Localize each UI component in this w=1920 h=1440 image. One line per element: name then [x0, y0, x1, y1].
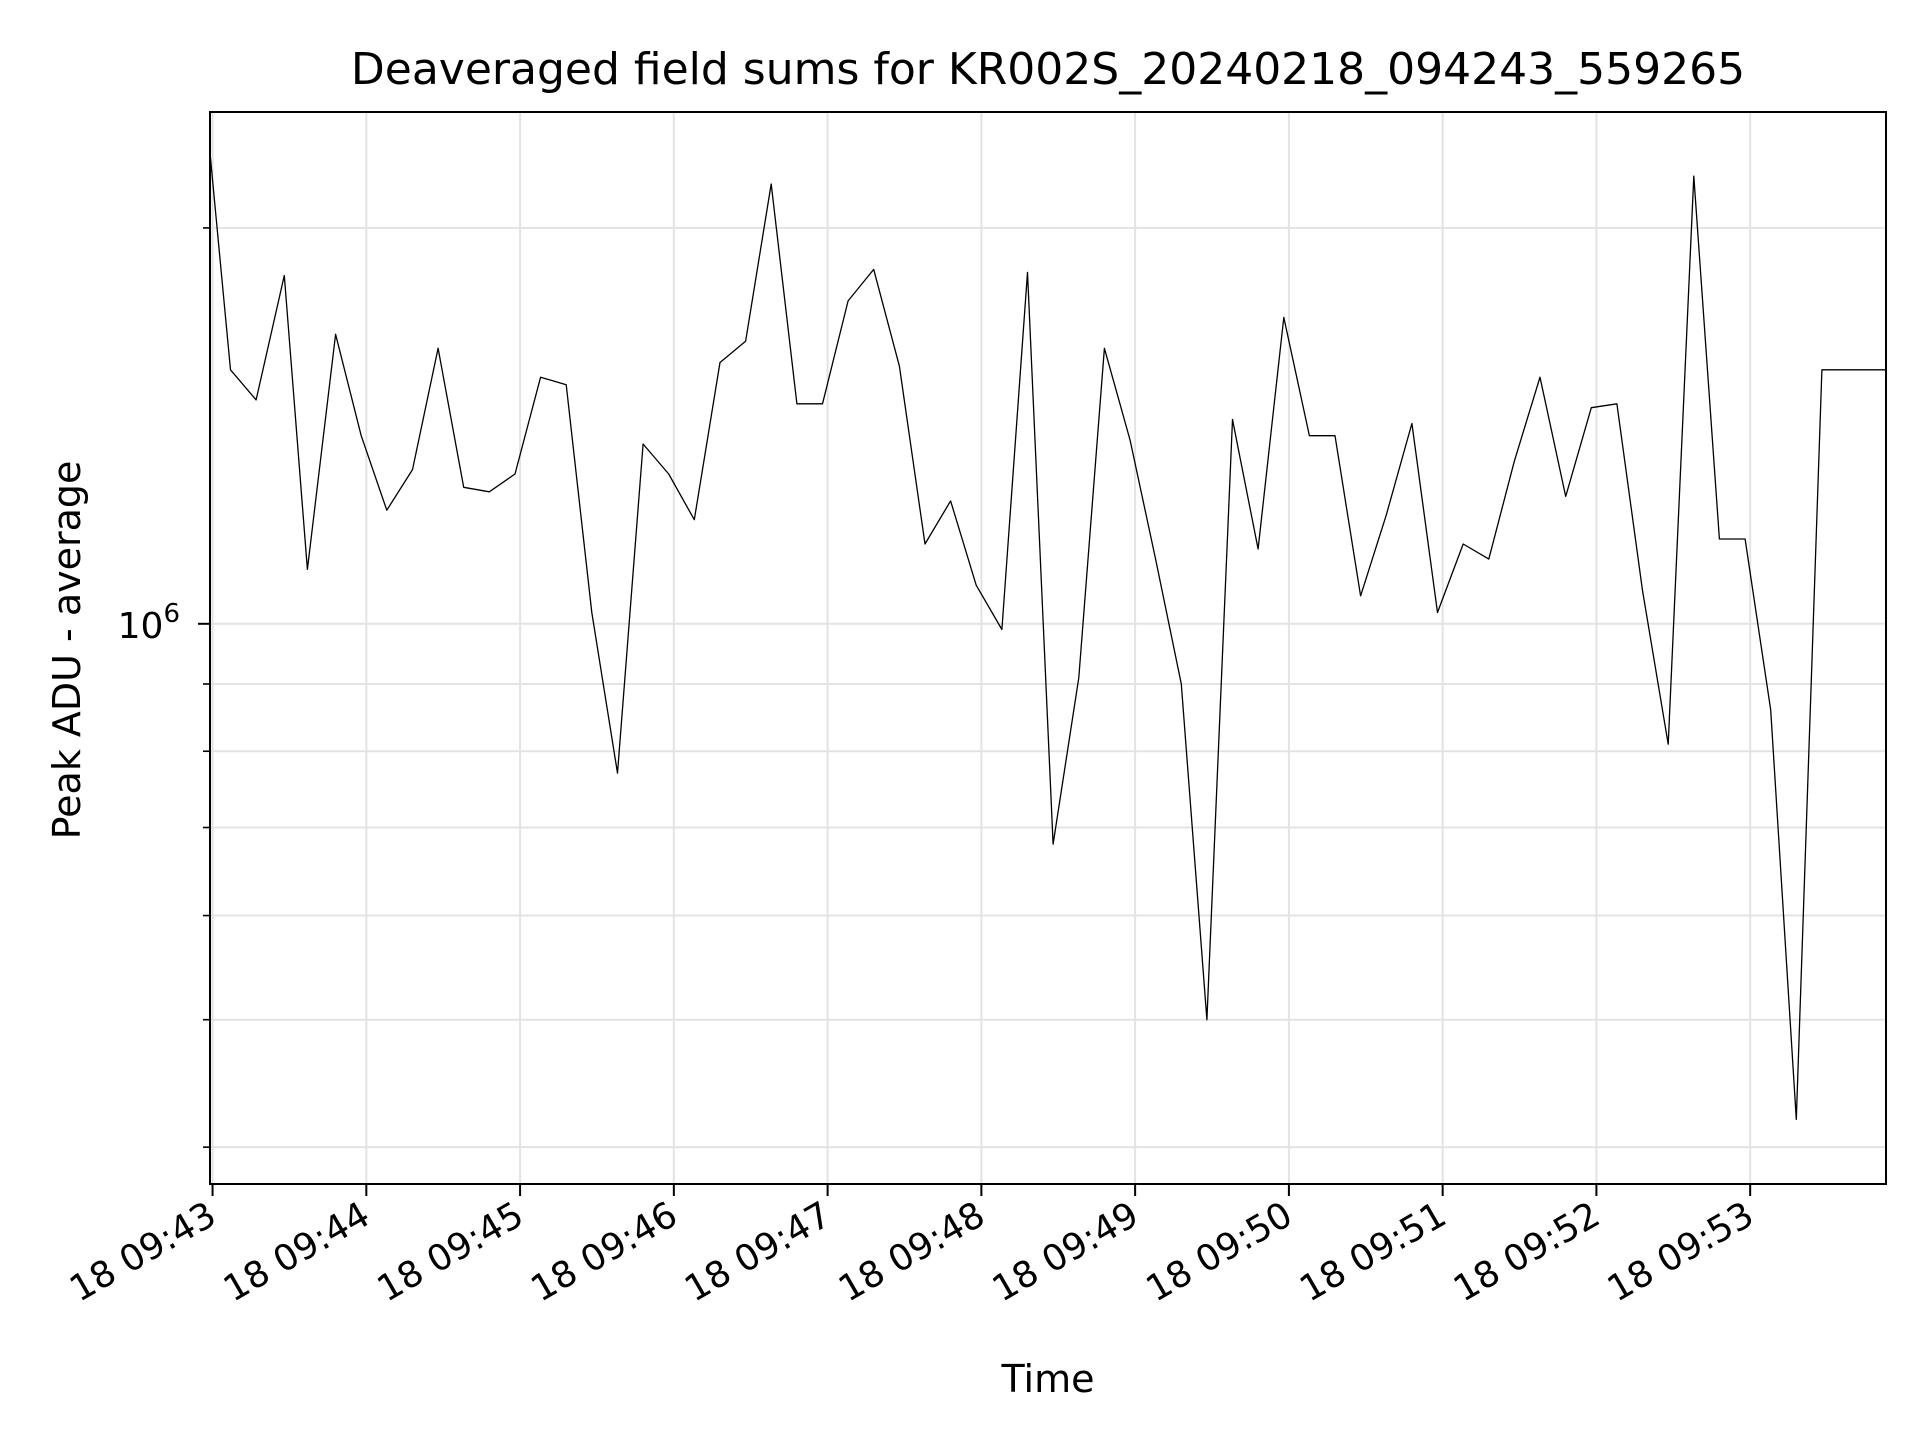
data-point [822, 403, 824, 405]
y-tick-label-exponent: 6 [163, 599, 180, 629]
data-point [1206, 1019, 1208, 1021]
data-point [255, 399, 257, 401]
data-point [975, 584, 977, 586]
data-point [1590, 407, 1592, 409]
data-point [1411, 423, 1413, 425]
data-point [1104, 347, 1106, 349]
chart-title: Deaveraged field sums for KR002S_2024021… [351, 44, 1745, 95]
data-point [463, 486, 465, 488]
data-point [1155, 558, 1157, 560]
data-point [1744, 538, 1746, 540]
data-point [1078, 677, 1080, 679]
data-point [1232, 419, 1234, 421]
data-point [796, 403, 798, 405]
data-point [1642, 590, 1644, 592]
data-point [1693, 175, 1695, 177]
data-point [1385, 514, 1387, 516]
data-point [307, 569, 309, 571]
data-point [1667, 743, 1669, 745]
data-point [489, 491, 491, 493]
data-point [642, 443, 644, 445]
data-point [1821, 369, 1823, 371]
data-point [540, 376, 542, 378]
data-point [617, 772, 619, 774]
plot-frame [209, 111, 1887, 1185]
series-line-group [209, 153, 1886, 1120]
data-point [1334, 435, 1336, 437]
data-point [694, 519, 696, 521]
x-axis-label: Time [1001, 1357, 1095, 1401]
data-point [1309, 435, 1311, 437]
y-axis-label: Peak ADU - average [45, 461, 89, 840]
data-point [668, 473, 670, 475]
data-point [950, 500, 952, 502]
data-point [1539, 376, 1541, 378]
grid [210, 112, 1886, 1184]
data-point [514, 473, 516, 475]
data-point [437, 347, 439, 349]
data-point [412, 469, 414, 471]
data-point [1847, 369, 1849, 371]
data-point [1872, 369, 1874, 371]
y-tick-label-base: 10 [118, 606, 164, 647]
data-point [924, 543, 926, 545]
data-point [1283, 317, 1285, 319]
data-point [1257, 548, 1259, 550]
data-point [899, 365, 901, 367]
data-point [1565, 496, 1567, 498]
data-point [770, 183, 772, 185]
y-axis: 106 [118, 227, 210, 1148]
data-point [1360, 595, 1362, 597]
data-point [1027, 272, 1029, 274]
data-point [1514, 460, 1516, 462]
data-point [1437, 612, 1439, 614]
data-point [565, 384, 567, 386]
data-point [1796, 1118, 1798, 1120]
data-point [1488, 558, 1490, 560]
data-point [873, 269, 875, 271]
data-point [1719, 538, 1721, 540]
data-point [284, 275, 286, 277]
y-tick-label: 106 [118, 599, 180, 647]
data-point [360, 435, 362, 437]
data-point [745, 340, 747, 342]
data-point [1052, 843, 1054, 845]
data-point [1462, 543, 1464, 545]
data-point [1001, 629, 1003, 631]
data-point [1770, 709, 1772, 711]
data-point [719, 362, 721, 364]
data-point [1129, 439, 1131, 441]
data-point [1616, 403, 1618, 405]
data-point [591, 612, 593, 614]
data-point [386, 509, 388, 511]
series-line [209, 153, 1886, 1120]
data-point [335, 334, 337, 336]
data-point [230, 369, 232, 371]
data-point [1180, 683, 1182, 685]
data-point [847, 300, 849, 302]
